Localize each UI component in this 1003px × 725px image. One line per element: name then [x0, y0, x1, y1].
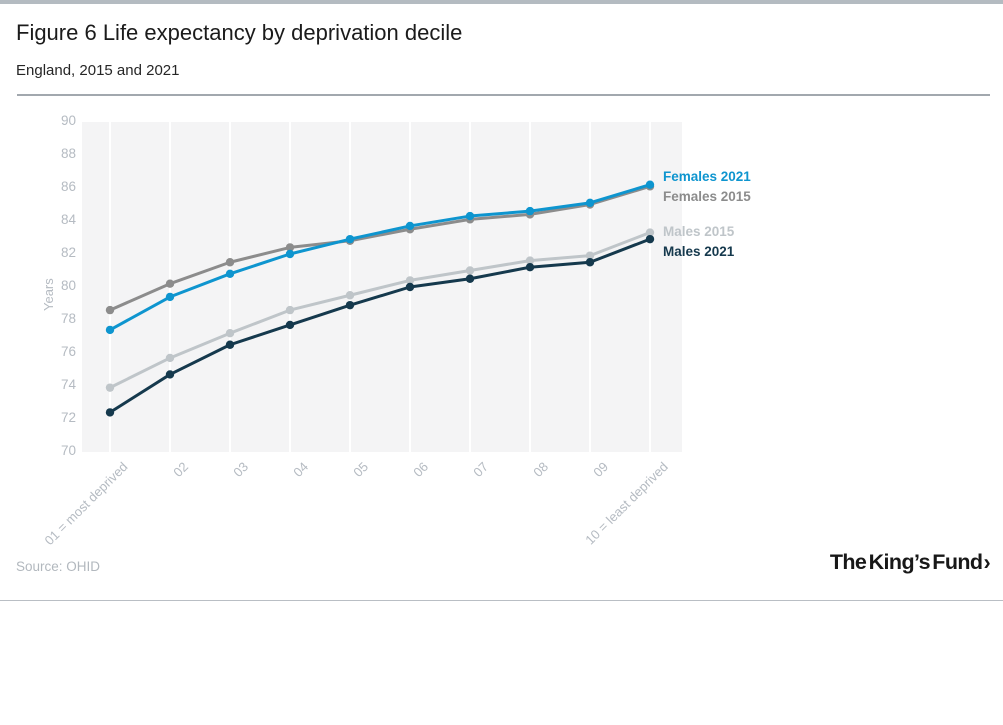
data-point-females-2021-4 — [285, 249, 295, 259]
data-point-males-2021-4 — [285, 320, 295, 330]
y-axis-tick-label: 86 — [60, 179, 76, 194]
data-point-females-2015-4 — [285, 243, 295, 252]
data-point-males-2015-2 — [165, 353, 175, 363]
series-line-males-2021 — [108, 237, 652, 414]
data-point-females-2021-9 — [585, 198, 595, 208]
data-point-females-2021-10 — [645, 180, 655, 189]
page-subtitle: England, 2015 and 2021 — [16, 62, 180, 79]
page-title: Figure 6 Life expectancy by deprivation … — [16, 20, 463, 45]
series-line-females-2015 — [108, 184, 652, 312]
y-axis-tick-label: 78 — [60, 311, 76, 326]
data-point-males-2021-9 — [585, 258, 595, 267]
y-axis-tick-label: 88 — [60, 146, 76, 161]
x-axis-tick-label: 01 = most deprived — [41, 459, 131, 549]
data-point-males-2015-7 — [465, 266, 475, 275]
data-point-males-2015-10 — [645, 228, 655, 237]
data-point-females-2021-5 — [345, 234, 355, 244]
data-point-males-2015-4 — [285, 305, 295, 315]
kings-fund-logo-text: The King’s Fund — [829, 550, 983, 574]
data-point-males-2021-7 — [465, 274, 475, 283]
data-point-males-2015-9 — [585, 251, 595, 260]
x-axis-tick-label: 02 — [169, 459, 191, 480]
legend-females-group: Females 2021 Females 2015 — [663, 167, 751, 206]
y-axis-tick-label: 74 — [60, 377, 76, 392]
y-axis-tick-label: 76 — [60, 344, 76, 359]
series-line-males-2015 — [108, 231, 652, 390]
legend-item-females-2015: Females 2015 — [663, 188, 751, 204]
data-point-females-2015-3 — [225, 258, 235, 267]
data-point-males-2015-6 — [405, 276, 415, 285]
y-axis-tick-label: 90 — [60, 113, 76, 128]
chevron-right-icon: › — [983, 549, 990, 575]
legend-item-males-2021: Males 2021 — [663, 243, 735, 259]
data-point-males-2021-2 — [165, 370, 175, 379]
line-chart — [82, 122, 682, 452]
x-axis-tick-label: 09 — [589, 459, 611, 480]
x-axis-tick-label: 06 — [409, 459, 431, 480]
y-axis-tick-label: 70 — [60, 443, 76, 458]
legend-item-males-2015: Males 2015 — [663, 224, 735, 239]
data-point-females-2015-1 — [105, 305, 115, 315]
x-axis-tick-label: 05 — [349, 459, 371, 480]
y-axis-tick-label: 82 — [60, 245, 76, 260]
x-axis-tick-label: 07 — [469, 459, 491, 480]
x-axis-tick-label: 04 — [289, 459, 311, 480]
data-point-males-2015-1 — [105, 383, 115, 392]
page-top-accent-bar — [0, 0, 1003, 4]
y-axis-tick-label: 84 — [60, 212, 76, 227]
data-point-females-2021-1 — [105, 325, 115, 335]
data-point-females-2021-3 — [225, 269, 235, 278]
data-point-males-2021-10 — [645, 234, 655, 244]
data-point-males-2015-5 — [345, 291, 355, 300]
footer-divider — [0, 600, 1003, 601]
data-point-females-2021-2 — [165, 292, 175, 302]
x-axis-tick-label: 08 — [529, 459, 551, 480]
data-point-males-2021-8 — [525, 263, 535, 272]
data-point-males-2021-3 — [225, 340, 235, 349]
data-point-males-2015-8 — [525, 256, 535, 265]
y-axis-tick-label: 80 — [60, 278, 76, 293]
data-point-females-2021-8 — [525, 206, 535, 216]
data-point-males-2015-3 — [225, 329, 235, 338]
y-axis-tick-label: 72 — [60, 410, 76, 425]
data-point-females-2021-6 — [405, 221, 415, 231]
legend-males-group: Males 2015 Males 2021 — [663, 222, 734, 261]
data-point-males-2021-1 — [105, 408, 115, 417]
data-point-males-2021-6 — [405, 282, 415, 292]
data-point-males-2021-5 — [345, 300, 355, 310]
legend-item-females-2021: Females 2021 — [663, 169, 751, 184]
series-line-females-2021 — [108, 183, 652, 332]
x-axis-tick-label: 03 — [229, 459, 251, 480]
y-axis-title: Years — [41, 278, 56, 311]
header-divider — [17, 94, 990, 96]
kings-fund-logo: The King’s Fund› — [829, 549, 991, 575]
data-point-females-2015-2 — [165, 279, 175, 288]
data-point-females-2021-7 — [465, 211, 475, 221]
source-note: Source: OHID — [16, 559, 101, 574]
